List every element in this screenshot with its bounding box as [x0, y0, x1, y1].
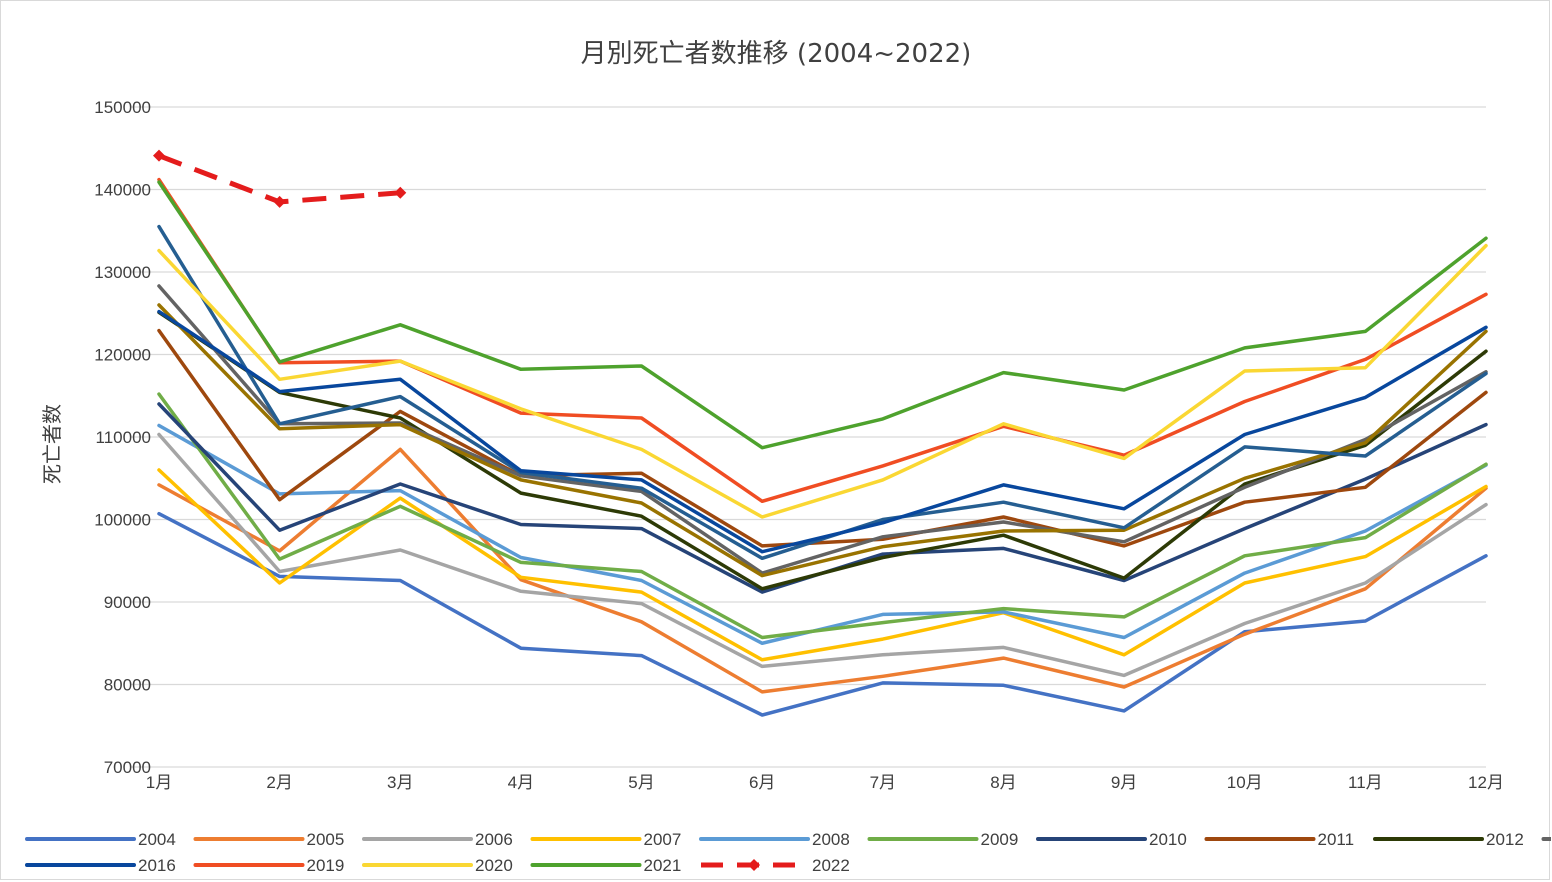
y-tick-label: 90000 [104, 593, 151, 612]
legend-label: 2006 [475, 830, 513, 849]
y-tick-label: 120000 [94, 346, 151, 365]
series-2016 [157, 309, 1488, 554]
legend-item-2010: 2010 [1036, 830, 1187, 849]
x-tick-labels: 1月 2月 3月 4月 5月 6月 7月 8月 9月 10月 11月 12月 [146, 773, 1504, 792]
legend-item-2012: 2012 [1373, 830, 1524, 849]
legend-label: 2022 [812, 856, 850, 875]
legend-label: 2021 [644, 856, 682, 875]
series-2020 [157, 243, 1488, 519]
legend-item-2022: 2022 [701, 856, 850, 875]
legend-item-2006: 2006 [362, 830, 513, 849]
x-tick-label: 9月 [1111, 773, 1137, 792]
legend: 2004 2005 2006 2007 2008 2009 2010 2011 2012 2013… [25, 830, 1551, 875]
series-line-2019 [157, 177, 1488, 504]
legend-item-2013: 2013 [1541, 837, 1551, 841]
data-point-marker [394, 186, 407, 199]
x-tick-label: 6月 [749, 773, 775, 792]
y-tick-label: 100000 [94, 511, 151, 530]
legend-label: 2007 [644, 830, 682, 849]
series-2019 [157, 177, 1488, 504]
series-2015 [157, 224, 1488, 561]
x-tick-label: 4月 [508, 773, 534, 792]
y-tick-label: 130000 [94, 263, 151, 282]
series-line-2009 [157, 392, 1488, 640]
series-line-2014 [157, 303, 1488, 578]
x-tick-label: 11月 [1348, 773, 1383, 792]
series-line-2006 [157, 432, 1488, 678]
legend-label: 2010 [1149, 830, 1187, 849]
series-2014 [157, 303, 1488, 578]
y-tick-labels: 70000 80000 90000 100000 110000 120000 130000 1… [94, 98, 151, 777]
x-tick-label: 1月 [146, 773, 172, 792]
series-2013 [157, 284, 1488, 575]
series-line-2007 [157, 468, 1488, 662]
x-tick-label: 7月 [870, 773, 896, 792]
y-axis-label: 死亡者数 [40, 404, 64, 484]
series-line-2021 [157, 180, 1488, 450]
y-tick-label: 140000 [94, 181, 151, 200]
series-lines [153, 149, 1488, 717]
legend-item-2016: 2016 [25, 856, 176, 875]
x-tick-label: 10月 [1227, 773, 1263, 792]
data-point-marker [273, 195, 286, 208]
y-tick-label: 80000 [104, 676, 151, 695]
series-2006 [157, 432, 1488, 678]
legend-label: 2008 [812, 830, 850, 849]
series-2009 [157, 392, 1488, 640]
legend-label: 2005 [307, 830, 345, 849]
legend-label: 2019 [307, 856, 345, 875]
legend-label: 2012 [1486, 830, 1524, 849]
series-2021 [157, 180, 1488, 450]
y-tick-label: 150000 [94, 98, 151, 117]
x-tick-label: 2月 [266, 773, 292, 792]
legend-item-2009: 2009 [867, 830, 1019, 849]
x-tick-label: 5月 [628, 773, 654, 792]
data-point-marker [153, 149, 165, 162]
series-line-2004 [157, 511, 1488, 717]
x-tick-label: 12月 [1468, 773, 1504, 792]
legend-item-2019: 2019 [193, 856, 345, 875]
y-tick-label: 110000 [96, 428, 151, 447]
legend-marker [748, 859, 760, 871]
legend-label: 2009 [981, 830, 1019, 849]
series-line-2015 [157, 224, 1488, 561]
legend-item-2004: 2004 [25, 830, 176, 849]
x-tick-label: 3月 [387, 773, 413, 792]
legend-label: 2016 [138, 856, 176, 875]
x-tick-label: 8月 [990, 773, 1016, 792]
legend-item-2008: 2008 [699, 830, 850, 849]
legend-item-2020: 2020 [362, 856, 513, 875]
series-line-2020 [157, 243, 1488, 519]
legend-label: 2004 [138, 830, 176, 849]
legend-item-2007: 2007 [530, 830, 682, 849]
series-2022 [153, 149, 407, 208]
series-line-2022 [158, 153, 401, 205]
legend-item-2011: 2011 [1204, 830, 1355, 849]
series-line-2005 [157, 447, 1488, 694]
series-2007 [157, 468, 1488, 662]
legend-item-2021: 2021 [530, 856, 682, 875]
series-line-2016 [157, 309, 1488, 554]
legend-item-2005: 2005 [193, 830, 345, 849]
series-2005 [157, 447, 1488, 694]
legend-label: 2011 [1318, 830, 1355, 849]
y-tick-label: 70000 [104, 758, 151, 777]
chart-title: 月別死亡者数推移 (2004~2022) [581, 39, 972, 69]
series-line-2013 [157, 284, 1488, 575]
series-2004 [157, 511, 1488, 717]
legend-label: 2020 [475, 856, 513, 875]
